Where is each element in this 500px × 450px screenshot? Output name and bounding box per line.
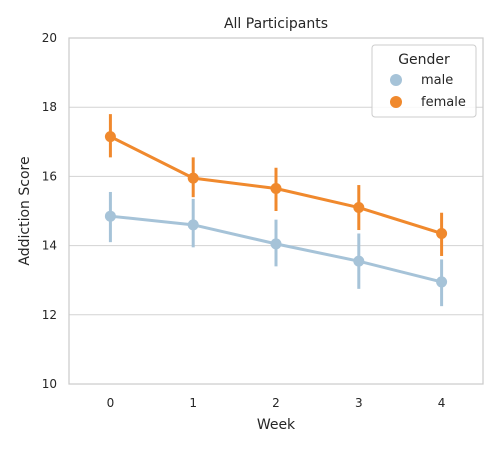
- x-axis-label: Week: [257, 417, 296, 433]
- x-tick-label: 1: [189, 396, 197, 410]
- y-tick-label: 20: [42, 31, 57, 45]
- series-female: [104, 114, 448, 256]
- plot-frame: [68, 37, 484, 385]
- data-point: [104, 131, 116, 143]
- chart-title: All Participants: [224, 16, 328, 32]
- data-point: [270, 183, 282, 195]
- x-tick-label: 0: [107, 396, 115, 410]
- data-point: [353, 202, 365, 214]
- y-tick-label: 10: [42, 377, 57, 391]
- series-layer: [104, 114, 448, 307]
- y-tick-label: 16: [42, 169, 57, 183]
- y-tick-label: 14: [42, 239, 57, 253]
- data-point: [436, 276, 448, 288]
- data-point: [187, 172, 199, 184]
- y-tick-label: 18: [42, 100, 57, 114]
- legend-marker-male: [390, 74, 402, 86]
- data-point: [270, 238, 282, 250]
- x-tick-label: 2: [272, 396, 280, 410]
- legend-title: Gender: [398, 52, 450, 68]
- data-point: [353, 255, 365, 267]
- data-point: [187, 219, 199, 231]
- y-tick-label: 12: [42, 308, 57, 322]
- legend-label-male: male: [421, 73, 453, 88]
- x-tick-label: 3: [355, 396, 363, 410]
- y-axis-label: Addiction Score: [17, 156, 33, 265]
- x-axis-ticks: 0 1 2 3 4: [107, 396, 446, 410]
- data-point: [436, 227, 448, 239]
- legend-label-female: female: [421, 95, 466, 110]
- data-point: [104, 210, 116, 222]
- x-tick-label: 4: [438, 396, 446, 410]
- legend-marker-female: [390, 96, 402, 108]
- series-male: [104, 191, 448, 307]
- legend: Gender male female: [371, 44, 477, 118]
- y-axis-ticks: 10 12 14 16 18 20: [42, 31, 57, 391]
